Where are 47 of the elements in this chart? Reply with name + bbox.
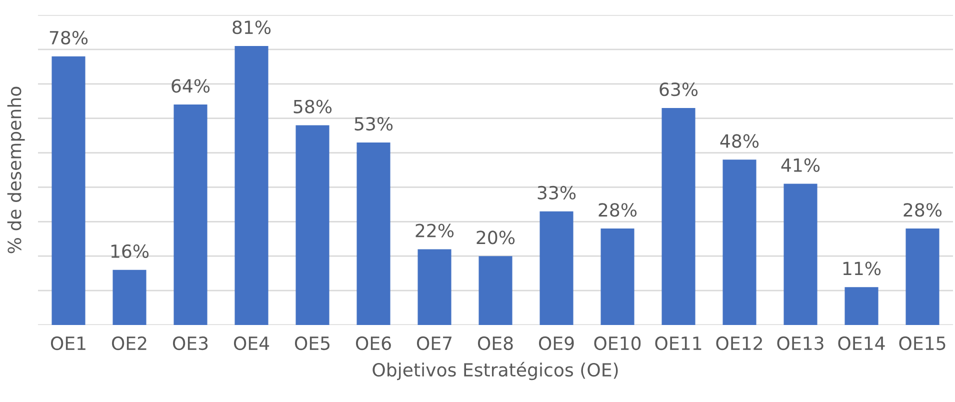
data-label: 63% (660, 82, 698, 96)
data-label: 33% (538, 186, 576, 200)
bar (906, 228, 940, 325)
x-tick-label: OE4 (234, 336, 270, 350)
bar (296, 125, 330, 325)
x-tick-label: OE12 (716, 336, 762, 350)
data-label: 81% (232, 20, 271, 34)
data-label: 16% (111, 244, 149, 258)
bar (174, 104, 208, 325)
x-tick-label: OE7 (416, 336, 452, 350)
data-label: 28% (598, 203, 637, 217)
bar (722, 160, 756, 325)
x-tick-label: OE15 (899, 336, 946, 350)
data-label: 11% (843, 262, 881, 276)
bar (784, 184, 818, 325)
x-tick-label: OE13 (777, 336, 824, 350)
bar (662, 108, 696, 325)
data-label: 64% (172, 79, 210, 93)
x-tick-label: OE9 (538, 336, 574, 350)
x-tick-label: OE14 (838, 336, 885, 350)
bar (112, 270, 146, 325)
data-label: 53% (354, 116, 393, 131)
x-tick-label: OE8 (478, 336, 513, 350)
x-tick-label: OE3 (172, 336, 208, 350)
bar (600, 228, 634, 325)
data-label: 78% (50, 30, 88, 44)
y-axis-title: % de desempenho (7, 86, 25, 254)
x-tick-label: OE11 (655, 336, 702, 350)
bar (418, 249, 452, 325)
bar (478, 256, 512, 325)
bar (540, 211, 574, 325)
data-label: 28% (904, 203, 942, 217)
data-label: 20% (476, 230, 515, 244)
data-label: 22% (416, 224, 454, 238)
x-tick-label: OE6 (356, 336, 391, 350)
data-label: 41% (781, 158, 820, 172)
x-tick-label: OE2 (112, 336, 146, 350)
data-label: 58% (294, 100, 332, 114)
bar (844, 287, 878, 325)
data-label: 48% (720, 134, 759, 148)
x-tick-label: OE1 (50, 336, 86, 350)
bar (52, 56, 86, 325)
x-tick-label: OE10 (594, 336, 641, 350)
x-axis-title: Objetivos Estratégicos (OE) (372, 362, 618, 380)
bar (356, 142, 390, 325)
x-tick-label: OE5 (294, 336, 330, 350)
bar (234, 46, 268, 325)
